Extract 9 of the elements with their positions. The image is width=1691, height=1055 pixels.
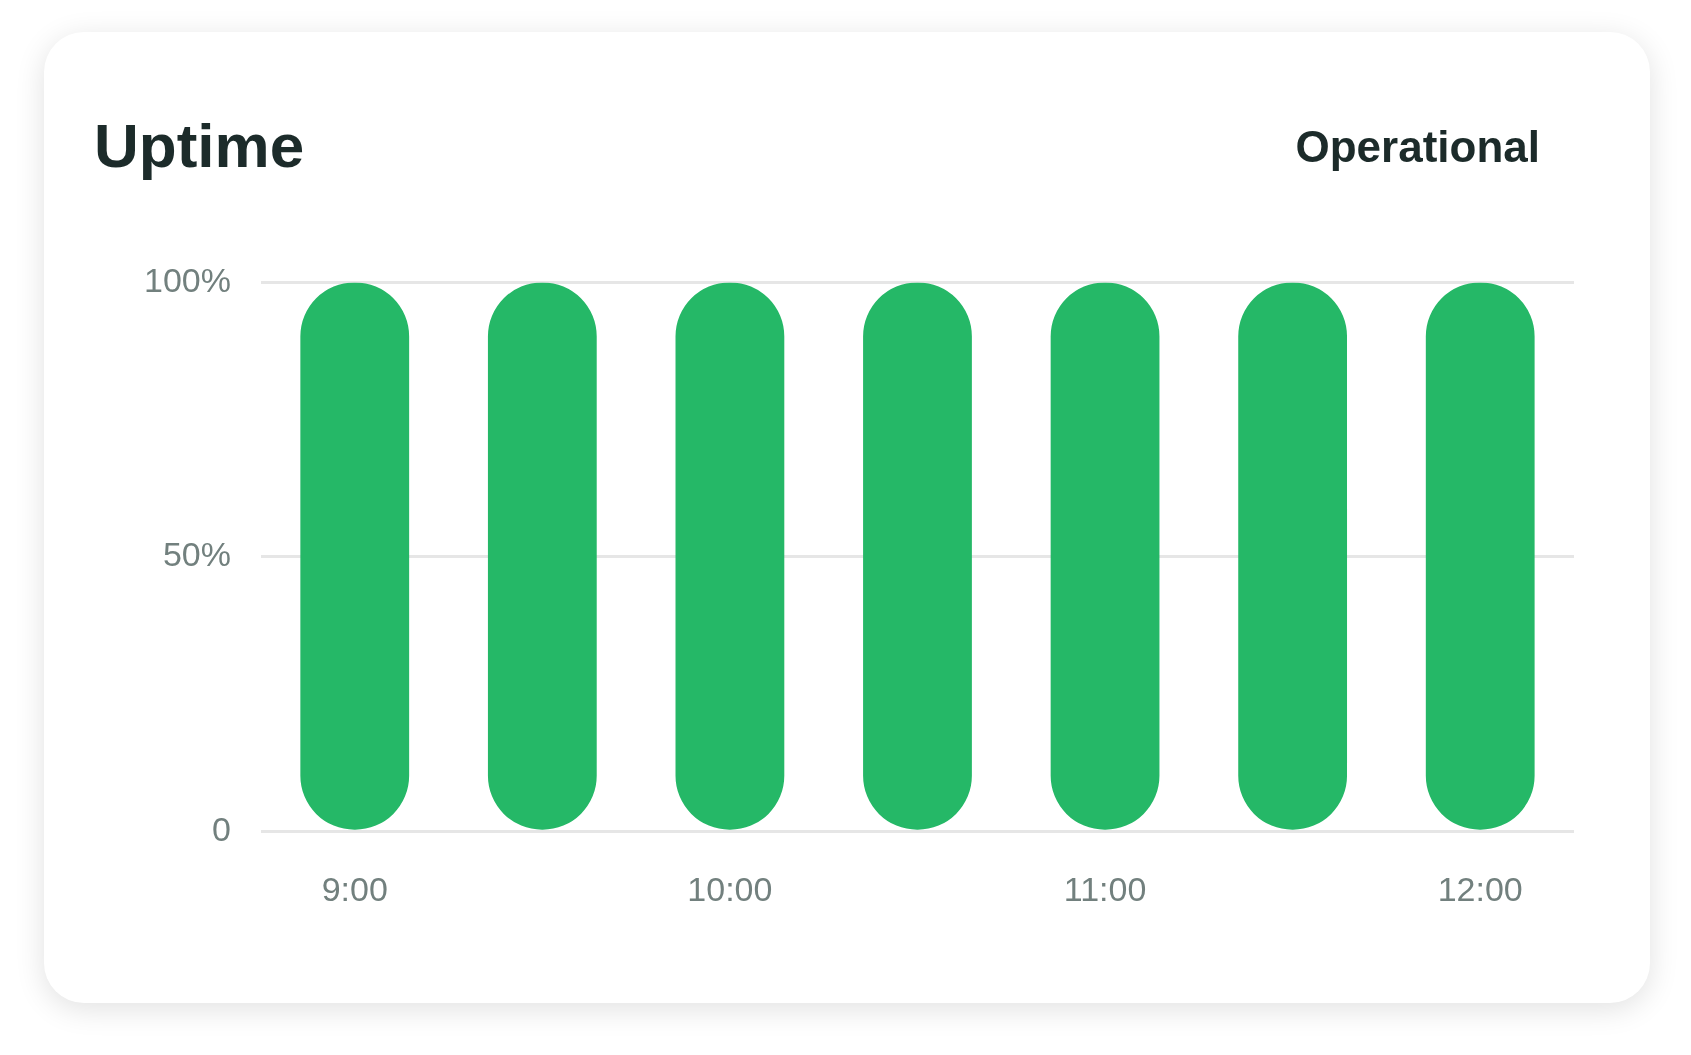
y-tick-label: 0 bbox=[212, 809, 231, 848]
chart-title: Uptime bbox=[94, 110, 305, 181]
x-tick-label: 11:00 bbox=[1063, 869, 1147, 908]
text: Operational bbox=[1295, 122, 1540, 172]
x-tick-label: 10:00 bbox=[687, 869, 773, 908]
y-tick-label: 100% bbox=[143, 260, 231, 299]
x-tick-label: 9:00 bbox=[321, 869, 388, 908]
y-tick-label: 50% bbox=[162, 535, 231, 574]
x-tick-label: 12:00 bbox=[1437, 869, 1523, 908]
